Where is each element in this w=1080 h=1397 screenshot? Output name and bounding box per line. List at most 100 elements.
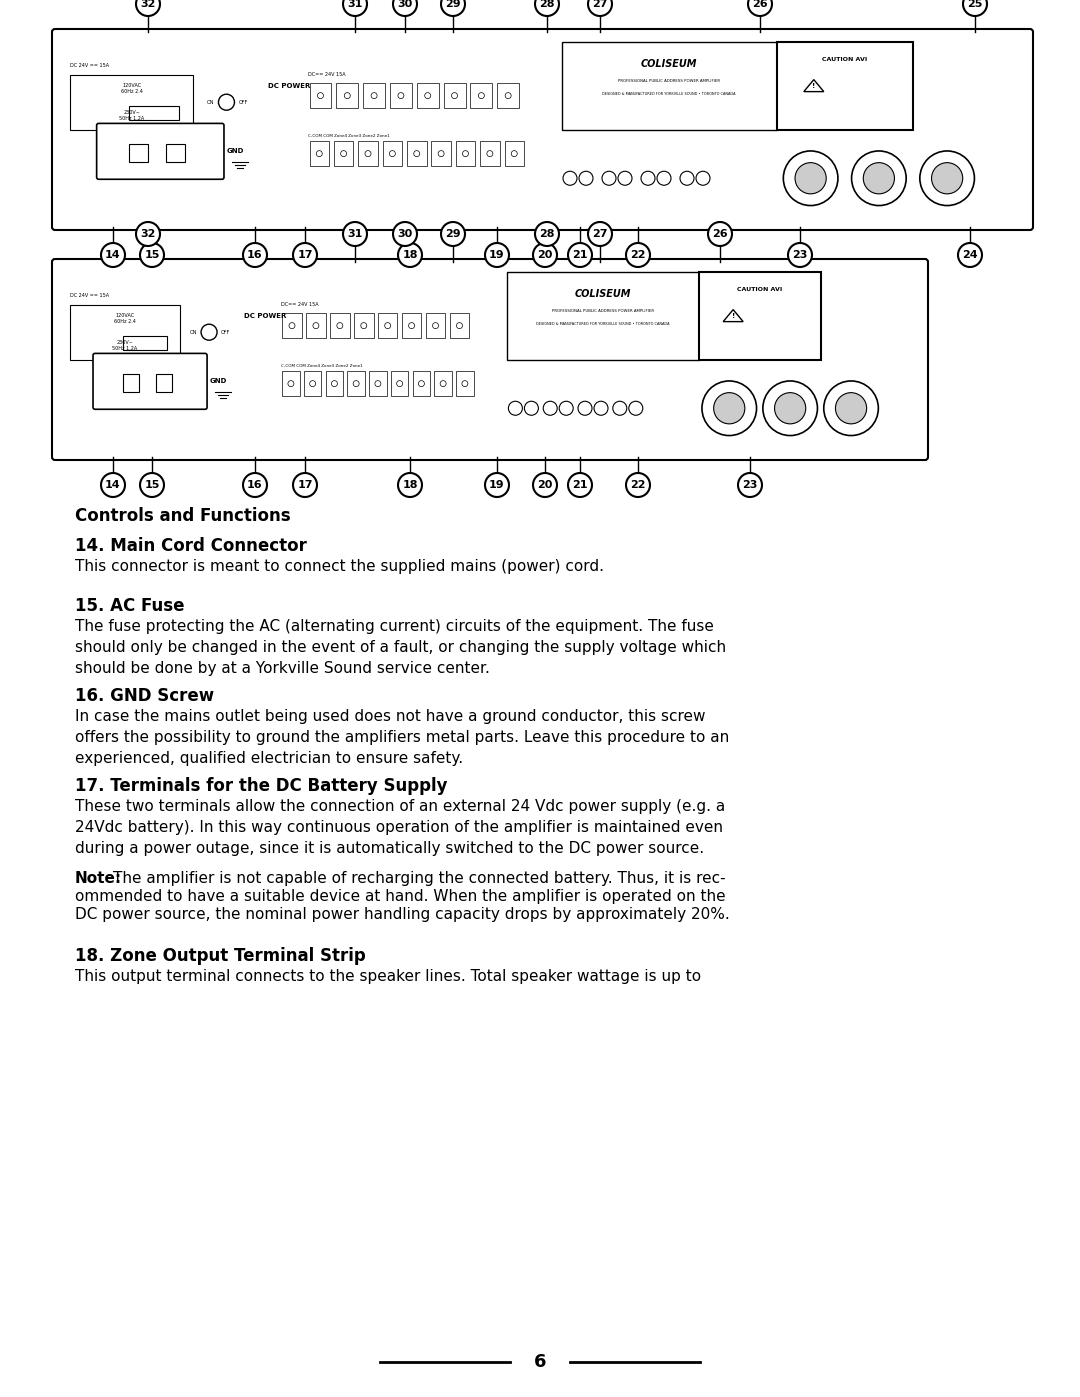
Text: 18. Zone Output Terminal Strip: 18. Zone Output Terminal Strip	[75, 947, 366, 965]
Bar	[417, 84, 438, 108]
Text: 14: 14	[105, 481, 121, 490]
Text: 20: 20	[538, 481, 553, 490]
Circle shape	[642, 172, 654, 186]
Text: Controls and Functions: Controls and Functions	[75, 507, 291, 525]
Bar	[122, 373, 139, 391]
Text: 15. AC Fuse: 15. AC Fuse	[75, 597, 185, 615]
Text: 15: 15	[145, 481, 160, 490]
Text: 27: 27	[592, 0, 608, 8]
Circle shape	[396, 380, 403, 387]
Circle shape	[340, 151, 347, 156]
Bar	[70, 305, 180, 359]
Bar	[471, 84, 492, 108]
Circle shape	[738, 474, 762, 497]
Circle shape	[418, 380, 424, 387]
Text: GND: GND	[227, 148, 244, 154]
Text: !: !	[812, 82, 815, 88]
Text: DC 24V == 15A: DC 24V == 15A	[70, 293, 109, 298]
Bar	[378, 313, 397, 338]
Text: 19: 19	[489, 250, 504, 260]
Circle shape	[579, 172, 593, 186]
Bar	[282, 372, 299, 397]
Bar	[504, 141, 524, 166]
Text: 19: 19	[489, 481, 504, 490]
Circle shape	[462, 151, 469, 156]
Text: 18: 18	[402, 250, 418, 260]
Circle shape	[345, 92, 350, 99]
Circle shape	[462, 380, 468, 387]
FancyBboxPatch shape	[52, 258, 928, 460]
Circle shape	[397, 92, 404, 99]
Bar	[326, 372, 343, 397]
Circle shape	[393, 0, 417, 15]
Bar	[348, 372, 365, 397]
Bar	[444, 84, 465, 108]
FancyBboxPatch shape	[52, 29, 1032, 231]
Text: 24: 24	[962, 250, 977, 260]
Text: 23: 23	[742, 481, 758, 490]
Bar	[508, 272, 699, 359]
Circle shape	[218, 94, 234, 110]
Circle shape	[399, 243, 422, 267]
Circle shape	[702, 381, 757, 436]
Text: ON: ON	[190, 330, 197, 335]
Text: 16: 16	[247, 481, 262, 490]
Text: 14. Main Cord Connector: 14. Main Cord Connector	[75, 536, 307, 555]
Text: 28: 28	[539, 229, 555, 239]
Text: 26: 26	[752, 0, 768, 8]
Bar	[336, 84, 359, 108]
Circle shape	[289, 323, 295, 328]
Circle shape	[457, 323, 462, 328]
Circle shape	[788, 243, 812, 267]
Bar	[310, 141, 329, 166]
Circle shape	[509, 401, 523, 415]
Circle shape	[140, 243, 164, 267]
Circle shape	[958, 243, 982, 267]
Text: In case the mains outlet being used does not have a ground conductor, this screw: In case the mains outlet being used does…	[75, 710, 729, 766]
Circle shape	[783, 151, 838, 205]
Text: PROFESSIONAL PUBLIC ADDRESS POWER AMPLIFIER: PROFESSIONAL PUBLIC ADDRESS POWER AMPLIF…	[552, 309, 654, 313]
Circle shape	[534, 474, 557, 497]
Text: 6: 6	[534, 1354, 546, 1370]
Text: 31: 31	[348, 0, 363, 8]
Bar	[456, 141, 475, 166]
Circle shape	[568, 243, 592, 267]
Text: DC power source, the nominal power handling capacity drops by approximately 20%.: DC power source, the nominal power handl…	[75, 907, 730, 922]
Text: 30: 30	[397, 0, 413, 8]
Text: 21: 21	[572, 250, 588, 260]
Circle shape	[487, 151, 492, 156]
Bar	[334, 141, 353, 166]
Circle shape	[696, 172, 710, 186]
Circle shape	[424, 92, 431, 99]
Circle shape	[588, 0, 612, 15]
Bar	[310, 84, 332, 108]
Bar	[363, 84, 386, 108]
Text: These two terminals allow the connection of an external 24 Vdc power supply (e.g: These two terminals allow the connection…	[75, 799, 726, 856]
Bar	[699, 272, 821, 359]
Text: ommended to have a suitable device at hand. When the amplifier is operated on th: ommended to have a suitable device at ha…	[75, 888, 726, 904]
Circle shape	[343, 222, 367, 246]
Text: COLISEUM: COLISEUM	[575, 289, 632, 299]
Text: 17. Terminals for the DC Battery Supply: 17. Terminals for the DC Battery Supply	[75, 777, 447, 795]
Circle shape	[795, 162, 826, 194]
Circle shape	[657, 172, 671, 186]
Text: 30: 30	[397, 229, 413, 239]
Text: 32: 32	[140, 229, 156, 239]
Text: This connector is meant to connect the supplied mains (power) cord.: This connector is meant to connect the s…	[75, 559, 604, 574]
Circle shape	[920, 151, 974, 205]
Bar	[369, 372, 387, 397]
Text: DC POWER: DC POWER	[268, 82, 310, 89]
Text: 27: 27	[592, 229, 608, 239]
Text: DESIGNED & MANUFACTURED FOR YORKVILLE SOUND • TORONTO CANADA: DESIGNED & MANUFACTURED FOR YORKVILLE SO…	[603, 92, 735, 96]
Text: CAUTION AVI: CAUTION AVI	[822, 57, 867, 61]
Bar	[391, 372, 408, 397]
Circle shape	[762, 381, 818, 436]
Circle shape	[534, 243, 557, 267]
Circle shape	[353, 380, 360, 387]
Bar	[166, 144, 185, 162]
Text: 26: 26	[712, 229, 728, 239]
Text: 29: 29	[445, 0, 461, 8]
Bar	[130, 144, 148, 162]
Circle shape	[543, 401, 557, 415]
Text: 18: 18	[402, 481, 418, 490]
